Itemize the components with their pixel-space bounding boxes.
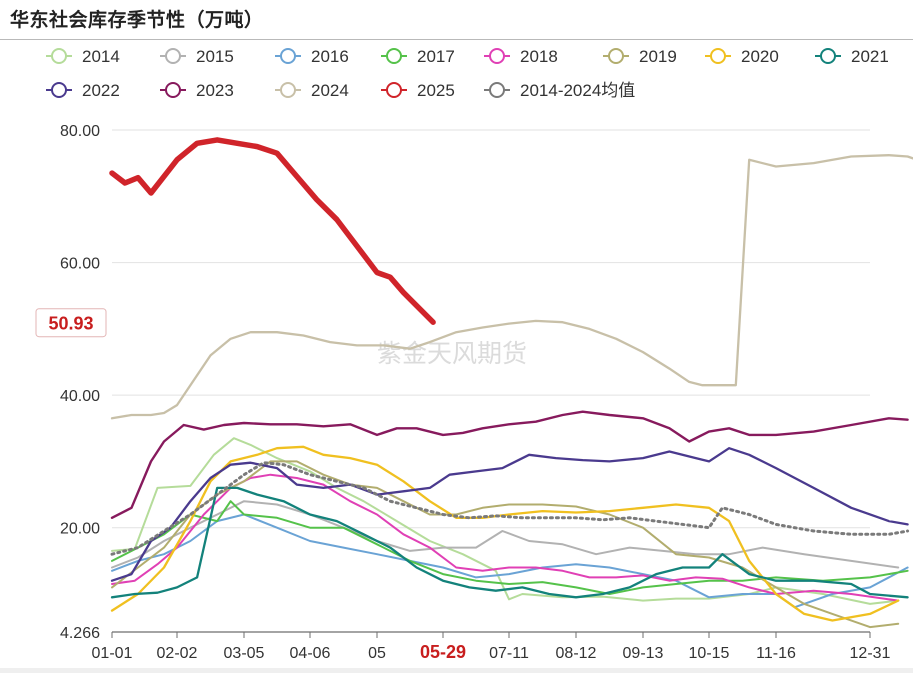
legend-label: 2020 <box>741 47 779 66</box>
legend-item-2022[interactable]: 2022 <box>46 81 120 100</box>
legend-swatch-marker <box>489 82 505 98</box>
title-divider <box>0 39 913 40</box>
y-tick-label: 4.266 <box>60 625 100 642</box>
legend-swatch-marker <box>489 48 505 64</box>
x-tick-label: 04-06 <box>290 645 331 662</box>
legend-item-2016[interactable]: 2016 <box>275 47 349 66</box>
latest-value-label: 50.93 <box>48 314 93 334</box>
legend-swatch-marker <box>386 48 402 64</box>
legend-swatch-marker <box>608 48 624 64</box>
legend-item-2020[interactable]: 2020 <box>705 47 779 66</box>
legend-item-2018[interactable]: 2018 <box>484 47 558 66</box>
legend-label: 2019 <box>639 47 677 66</box>
series-line-2025 <box>109 137 436 325</box>
y-tick-label: 40.00 <box>60 388 100 405</box>
legend-label: 2024 <box>311 81 349 100</box>
bottom-strip <box>0 668 913 673</box>
watermark: 紫金天风期货 <box>377 339 527 368</box>
series-line-2015 <box>111 500 900 569</box>
legend-item-2015[interactable]: 2015 <box>160 47 234 66</box>
legend-item-2014-2024均值[interactable]: 2014-2024均值 <box>484 81 635 100</box>
legend-label: 2014-2024均值 <box>520 81 635 100</box>
legend-swatch-marker <box>820 48 836 64</box>
x-tick-label: 08-12 <box>556 645 597 662</box>
legend-label: 2015 <box>196 47 234 66</box>
x-tick-label: 07-11 <box>489 645 529 662</box>
y-tick-label: 60.00 <box>60 256 100 273</box>
series-line-2024 <box>110 154 913 420</box>
legend-item-2021[interactable]: 2021 <box>815 47 889 66</box>
y-tick-label: 80.00 <box>60 123 100 140</box>
x-tick-label: 09-13 <box>623 645 664 662</box>
x-tick-label: 10-15 <box>689 645 730 662</box>
x-tick-label: 12-31 <box>850 645 891 662</box>
legend-swatch-marker <box>51 48 67 64</box>
series-line-2021 <box>110 486 909 599</box>
legend-item-2019[interactable]: 2019 <box>603 47 677 66</box>
legend-item-2014[interactable]: 2014 <box>46 47 120 66</box>
series-line-2017 <box>111 500 909 595</box>
legend-item-2024[interactable]: 2024 <box>275 81 349 100</box>
legend-item-2025[interactable]: 2025 <box>381 81 455 100</box>
legend-label: 2021 <box>851 47 889 66</box>
series-line-2016 <box>111 513 909 609</box>
x-tick-label: 02-02 <box>157 645 198 662</box>
series-line-2022 <box>110 447 909 582</box>
chart-title: 华东社会库存季节性（万吨） <box>10 9 264 31</box>
legend-swatch-marker <box>280 82 296 98</box>
latest-value-callout <box>35 308 107 338</box>
legend-item-2017[interactable]: 2017 <box>381 47 455 66</box>
legend-label: 2016 <box>311 47 349 66</box>
legend-swatch-marker <box>51 82 67 98</box>
x-tick-label: 11-16 <box>756 645 796 662</box>
legend-label: 2022 <box>82 81 120 100</box>
legend-label: 2014 <box>82 47 120 66</box>
series-line-2023 <box>110 410 909 519</box>
legend-swatch-marker <box>165 82 181 98</box>
series-line-2014-2024均值 <box>110 461 910 556</box>
x-tick-label-highlight: 05-29 <box>420 642 466 662</box>
x-tick-label: 03-05 <box>224 645 265 662</box>
legend-label: 2025 <box>417 81 455 100</box>
y-tick-label: 20.00 <box>60 521 100 538</box>
x-tick-label: 01-01 <box>92 645 133 662</box>
legend-swatch-marker <box>165 48 181 64</box>
legend-label: 2023 <box>196 81 234 100</box>
legend-item-2023[interactable]: 2023 <box>160 81 234 100</box>
series-line-2018 <box>111 473 900 602</box>
legend-label: 2017 <box>417 47 455 66</box>
legend-swatch-marker <box>710 48 726 64</box>
legend-label: 2018 <box>520 47 558 66</box>
legend-swatch-marker <box>386 82 402 98</box>
x-tick-label: 05 <box>368 645 386 662</box>
legend-swatch-marker <box>280 48 296 64</box>
